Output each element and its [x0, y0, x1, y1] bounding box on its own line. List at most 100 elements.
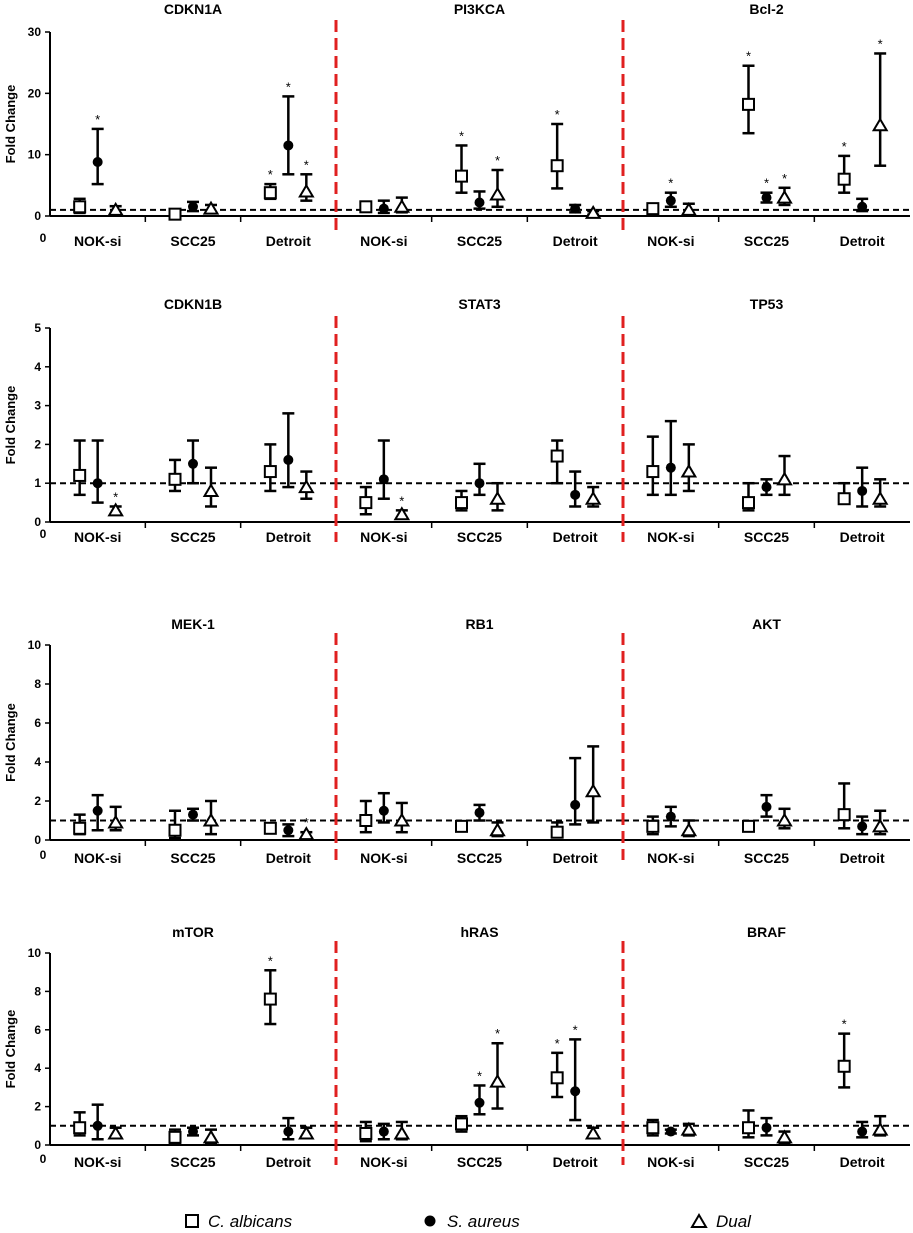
dual-point [489, 186, 506, 201]
c-albicans-point [742, 1121, 755, 1135]
x-category-label: NOK-si [74, 1154, 121, 1170]
x-category-label: NOK-si [360, 529, 407, 545]
c-albicans-point [359, 200, 373, 214]
s-aureus-point [570, 203, 581, 214]
panel-mek-1: MEK-1 0 2 4 6 8 10 Fold Change 0 NOK-si SCC25 Detro… [3, 616, 336, 866]
c-albicans-point [646, 465, 660, 479]
dual-point [298, 826, 315, 841]
x-category-label: Detroit [266, 529, 311, 545]
dual-point [489, 490, 506, 505]
s-aureus-point [378, 474, 389, 485]
x-category-label: Detroit [840, 233, 885, 249]
dual-point [107, 502, 124, 517]
x-category-label: Detroit [266, 850, 311, 866]
significance-star: * [95, 112, 100, 127]
dual-point [393, 812, 411, 827]
s-aureus-point [188, 201, 198, 212]
dual-point [298, 183, 315, 198]
dual-point [393, 198, 411, 213]
y-tick-label: 8 [34, 677, 41, 691]
x-category-label: SCC25 [744, 233, 789, 249]
dual-point [107, 201, 124, 216]
significance-star: * [304, 815, 309, 830]
s-aureus-point [283, 454, 294, 465]
dual-point [298, 1125, 315, 1140]
dual-point [584, 490, 602, 505]
x-category-label: SCC25 [457, 233, 502, 249]
x-category-label: SCC25 [744, 850, 789, 866]
x-category-label: NOK-si [74, 233, 121, 249]
c-albicans-point [455, 496, 468, 510]
s-aureus-point [665, 811, 676, 822]
significance-star: * [399, 493, 404, 508]
x-category-label: Detroit [553, 850, 598, 866]
s-aureus-point [92, 478, 103, 489]
c-albicans-point [837, 172, 851, 186]
x-category-label: Detroit [840, 1154, 885, 1170]
c-albicans-point [359, 1126, 373, 1140]
y-axis-label: Fold Change [3, 386, 18, 465]
y-tick-label: 2 [34, 1100, 41, 1114]
x-category-label: SCC25 [744, 529, 789, 545]
s-aureus-point [92, 157, 103, 168]
dual-point [871, 1121, 889, 1136]
s-aureus-point [761, 801, 772, 812]
x-category-label: NOK-si [74, 850, 121, 866]
s-aureus-point [857, 821, 868, 832]
s-aureus-point [474, 478, 485, 489]
x-category-label: SCC25 [170, 850, 215, 866]
dual-point [776, 471, 793, 486]
legend-label: C. albicans [208, 1212, 293, 1231]
panel-title: RB1 [465, 616, 493, 632]
s-aureus-point [570, 489, 581, 500]
significance-star: * [668, 176, 673, 191]
s-aureus-point [378, 1126, 389, 1137]
panel-pi3kca: PI3KCA NOK-si SCC25 Detroit * * * [336, 1, 623, 249]
s-aureus-point [188, 809, 198, 820]
panel-title: BRAF [747, 924, 786, 940]
y-tick-label: 0 [34, 209, 41, 223]
dual-point [680, 1121, 698, 1136]
significance-star: * [842, 1017, 847, 1032]
panel-cdkn1a: CDKN1A 0 10 20 30 Fold Change 0 NOK-si SCC25 Detr… [3, 1, 336, 249]
y-tick-label: 0 [34, 1138, 41, 1152]
panel-title: CDKN1B [164, 296, 222, 312]
dual-point [202, 200, 220, 215]
x-category-label: SCC25 [457, 1154, 502, 1170]
c-albicans-point [73, 1121, 87, 1135]
y-tick-label: 6 [34, 716, 41, 730]
dual-point [202, 1129, 220, 1144]
x-category-label: Detroit [553, 529, 598, 545]
dual-point [489, 822, 506, 837]
x-origin-label: 0 [40, 848, 47, 862]
open-square-marker [185, 1214, 199, 1228]
dual-point [776, 1129, 793, 1144]
c-albicans-point [168, 1130, 182, 1144]
y-tick-label: 10 [28, 638, 42, 652]
y-tick-label: 20 [28, 86, 42, 100]
dual-point [489, 1073, 506, 1088]
panel-title: MEK-1 [171, 616, 215, 632]
dual-point [680, 201, 698, 216]
y-tick-label: 10 [28, 946, 42, 960]
x-category-label: NOK-si [360, 233, 407, 249]
panel-stat3: STAT3 NOK-si SCC25 Detroit * [336, 296, 623, 545]
s-aureus-point [665, 462, 676, 473]
significance-star: * [495, 1026, 500, 1041]
c-albicans-point [73, 468, 87, 482]
s-aureus-point [188, 458, 198, 469]
x-category-label: Detroit [266, 1154, 311, 1170]
x-category-label: SCC25 [170, 529, 215, 545]
s-aureus-point [283, 825, 294, 836]
y-tick-label: 6 [34, 1023, 41, 1037]
c-albicans-point [837, 1059, 851, 1073]
dual-point [393, 506, 411, 521]
x-category-label: NOK-si [360, 850, 407, 866]
panel-cdkn1b: CDKN1B 0 1 2 3 4 5 Fold Change 0 NOK-si SCC25 Detro… [3, 296, 336, 545]
dual-point [298, 479, 315, 494]
x-origin-label: 0 [40, 527, 47, 541]
legend: C. albicans S. aureus Dual [185, 1212, 752, 1231]
c-albicans-point [455, 1117, 468, 1131]
